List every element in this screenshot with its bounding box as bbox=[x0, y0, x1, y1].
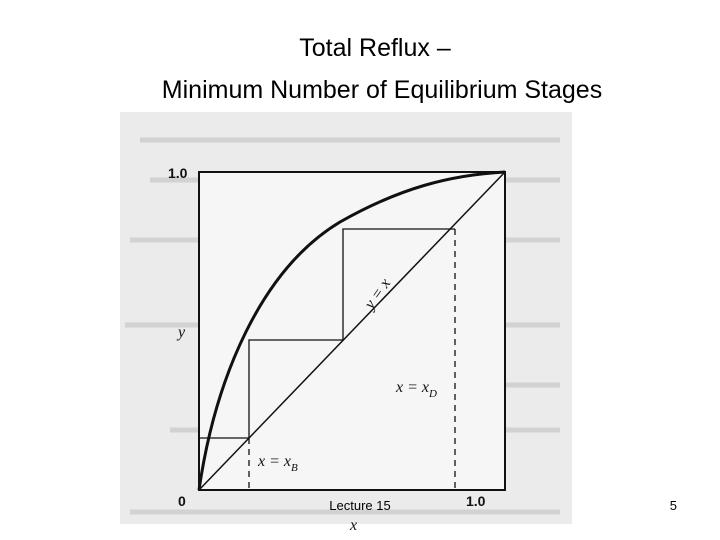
y-top-label: 1.0 bbox=[168, 165, 188, 181]
title-line-1: Total Reflux – bbox=[299, 34, 451, 62]
distillate-text: x = x bbox=[395, 379, 429, 396]
y-axis-label: y bbox=[176, 324, 186, 341]
stages bbox=[199, 228, 455, 439]
distillate-label: x = xD bbox=[395, 379, 437, 400]
diagonal bbox=[198, 171, 506, 491]
bottoms-label: x = xB bbox=[257, 453, 298, 474]
x-right-label: 1.0 bbox=[466, 493, 486, 509]
equilibrium-curve bbox=[197, 170, 506, 491]
origin-label: 0 bbox=[178, 493, 186, 509]
distillate-sub: D bbox=[428, 388, 437, 400]
page-number: 5 bbox=[670, 498, 677, 513]
x-axis-label: x bbox=[349, 517, 357, 534]
footer-lecture: Lecture 15 bbox=[329, 498, 390, 513]
bottoms-sub: B bbox=[291, 462, 298, 474]
title-line-2: Minimum Number of Equilibrium Stages bbox=[162, 76, 602, 104]
bottoms-text: x = x bbox=[257, 453, 291, 470]
